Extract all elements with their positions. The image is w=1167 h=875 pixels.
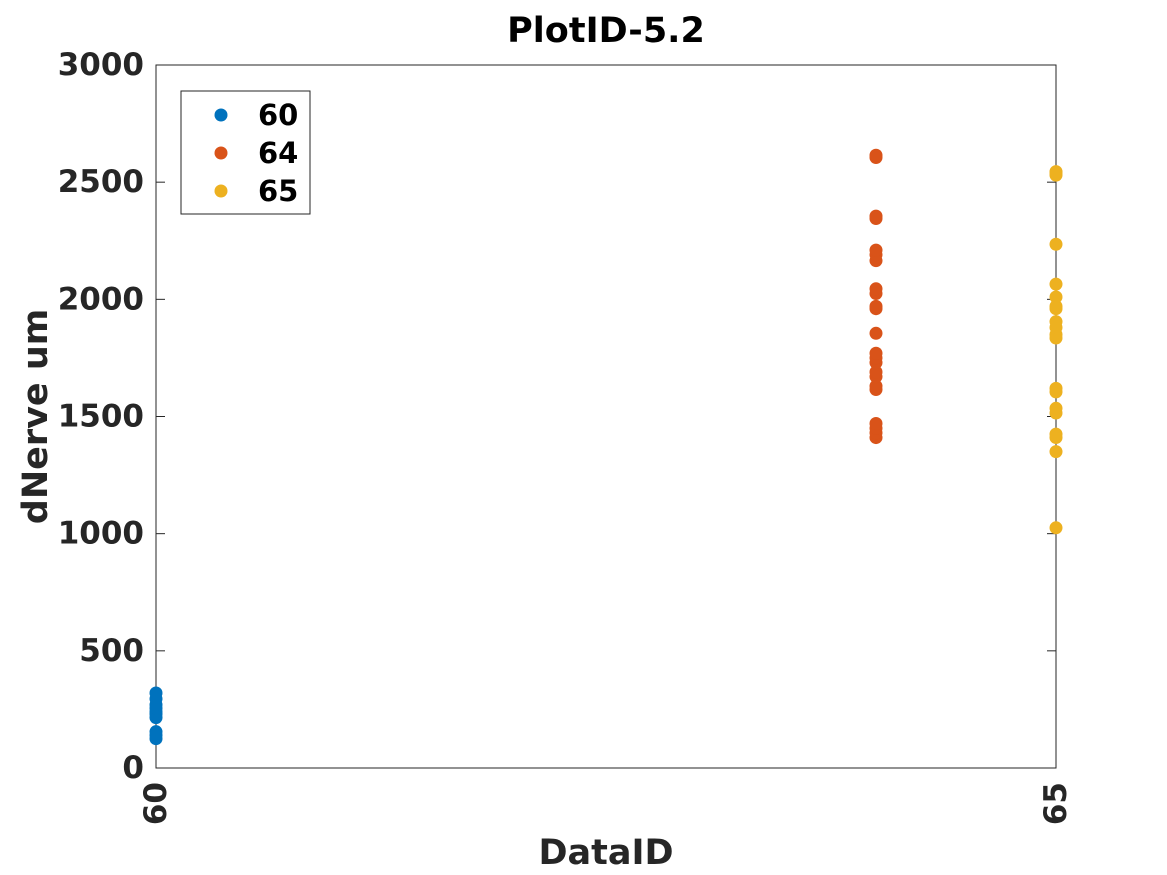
data-point — [869, 365, 883, 379]
y-tick-label: 1000 — [58, 516, 144, 552]
data-point — [1049, 401, 1063, 415]
data-point — [1049, 237, 1063, 251]
data-point — [1049, 299, 1063, 313]
data-point — [1049, 165, 1063, 179]
data-point — [869, 282, 883, 296]
labels-layer: PlotID-5.2 DataID dNerve um — [16, 11, 705, 873]
chart-title: PlotID-5.2 — [507, 11, 705, 51]
series-60 — [149, 686, 163, 746]
x-axis-label: DataID — [538, 833, 673, 873]
series-64 — [869, 148, 883, 445]
data-point — [149, 686, 163, 700]
data-point — [1049, 427, 1063, 441]
legend-label: 65 — [258, 174, 298, 208]
y-tick-label: 500 — [79, 633, 144, 669]
legend-box — [180, 90, 311, 215]
y-tick-label: 2000 — [58, 281, 144, 317]
data-point — [869, 209, 883, 223]
data-point — [1049, 445, 1063, 459]
legend-marker — [214, 146, 228, 160]
y-tick-label: 2500 — [58, 164, 144, 200]
legend-label: 60 — [258, 98, 298, 132]
marks-layer — [149, 148, 1063, 746]
legend: 60 64 65 — [180, 90, 311, 215]
legend-marker — [214, 184, 228, 198]
series-65 — [1049, 165, 1063, 535]
y-tick-label: 0 — [122, 750, 144, 786]
data-point — [1049, 290, 1063, 304]
data-point — [1049, 521, 1063, 535]
data-point — [1049, 381, 1063, 395]
data-point — [869, 299, 883, 313]
data-point — [869, 243, 883, 257]
data-point — [869, 417, 883, 431]
x-tick-label: 65 — [1038, 782, 1074, 825]
data-point — [869, 379, 883, 393]
data-point — [1049, 315, 1063, 329]
data-point — [869, 326, 883, 340]
data-point — [149, 725, 163, 739]
data-point — [869, 148, 883, 162]
data-point — [869, 346, 883, 360]
legend-label: 64 — [258, 136, 298, 170]
y-tick-label: 1500 — [58, 399, 144, 435]
x-tick-label: 60 — [138, 782, 174, 825]
y-tick-label: 3000 — [58, 47, 144, 83]
y-axis-label: dNerve um — [16, 309, 56, 524]
legend-marker — [214, 108, 228, 122]
data-point — [1049, 277, 1063, 291]
